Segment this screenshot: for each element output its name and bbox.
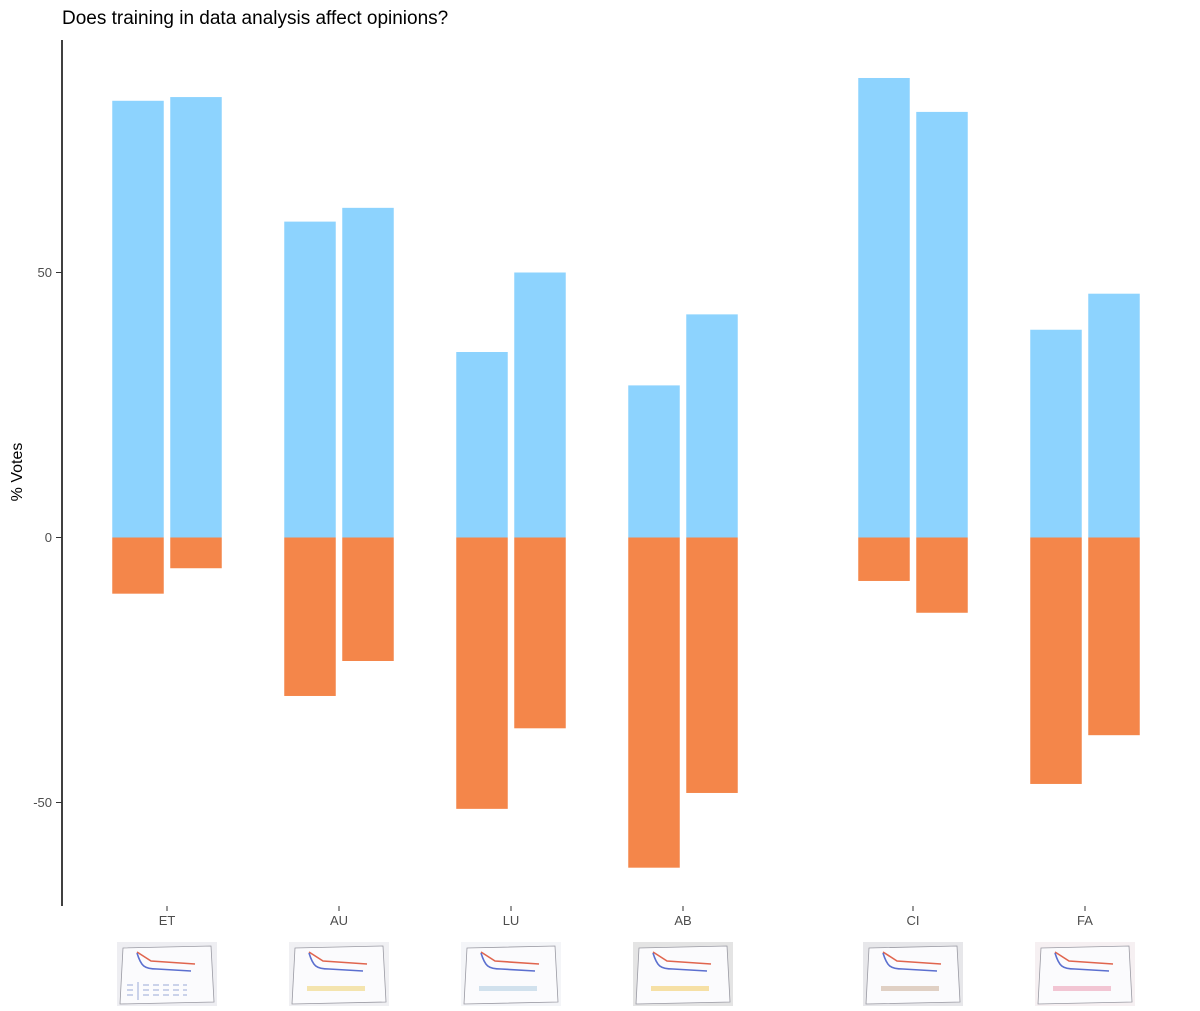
thumbnail-highlight xyxy=(881,986,939,991)
thumbnail-red-line xyxy=(136,951,196,965)
bar-au-s1 xyxy=(284,221,336,538)
y-ticks-layer: -50 0 50 xyxy=(33,265,62,810)
y-tick-label: -50 xyxy=(33,795,52,810)
y-tick-label: 0 xyxy=(45,530,52,545)
bar-et-s3 xyxy=(112,537,164,594)
bar-fa-s4 xyxy=(1088,537,1140,736)
thumbnail-highlight xyxy=(307,986,365,991)
thumbnail-fa xyxy=(1035,942,1135,1006)
thumbnail-red-line xyxy=(480,951,540,965)
thumbnail-blue-line xyxy=(136,952,192,972)
x-tick-label: CI xyxy=(907,913,920,928)
bar-ab-s3 xyxy=(628,537,680,868)
bar-lu-s4 xyxy=(514,537,566,729)
thumbnail-red-line xyxy=(652,951,712,965)
bar-lu-s2 xyxy=(514,272,566,538)
bar-ci-s4 xyxy=(916,537,968,613)
thumbnail-highlight xyxy=(651,986,709,991)
thumbnail-paper xyxy=(463,945,559,1005)
bar-et-s4 xyxy=(170,537,222,569)
thumbnail-red-line xyxy=(308,951,368,965)
chart-title: Does training in data analysis affect op… xyxy=(62,8,448,29)
x-tick-label: LU xyxy=(503,913,520,928)
thumbnail-blue-line xyxy=(652,952,708,972)
thumbnail-paper xyxy=(1037,945,1133,1005)
thumbnail-lu xyxy=(461,942,561,1006)
bar-au-s3 xyxy=(284,537,336,696)
bar-fa-s2 xyxy=(1088,293,1140,538)
x-tick-label: FA xyxy=(1077,913,1093,928)
x-tick-label: AU xyxy=(330,913,348,928)
thumbnail-paper xyxy=(635,945,731,1005)
thumbnail-blue-line xyxy=(882,952,938,972)
bar-lu-s1 xyxy=(456,352,508,538)
bar-ab-s4 xyxy=(686,537,738,793)
bar-et-s2 xyxy=(170,97,222,538)
thumbnail-paper xyxy=(865,945,961,1005)
bar-ci-s3 xyxy=(858,537,910,581)
thumbnail-red-line xyxy=(882,951,942,965)
thumbnail-highlight xyxy=(479,986,537,991)
bar-ci-s1 xyxy=(858,77,910,538)
x-tick-label: AB xyxy=(674,913,691,928)
bar-ab-s1 xyxy=(628,385,680,538)
thumbnail-et xyxy=(117,942,217,1006)
thumbnail-au xyxy=(289,942,389,1006)
y-tick-label: 50 xyxy=(38,265,52,280)
thumbnail-blue-line xyxy=(480,952,536,972)
bar-fa-s3 xyxy=(1030,537,1082,784)
x-tick-label: ET xyxy=(159,913,176,928)
bar-fa-s1 xyxy=(1030,329,1082,538)
thumbnail-blue-line xyxy=(1054,952,1110,972)
thumbnail-blue-line xyxy=(308,952,364,972)
bar-au-s4 xyxy=(342,537,394,661)
thumbnail-ci xyxy=(863,942,963,1006)
thumbnail-highlight xyxy=(1053,986,1111,991)
bar-ab-s2 xyxy=(686,314,738,538)
thumbnail-ab xyxy=(633,942,733,1006)
bar-au-s2 xyxy=(342,207,394,538)
x-ticks-layer: ET AU LU AB CI FA xyxy=(159,906,1093,928)
bar-et-s1 xyxy=(112,100,164,538)
bar-lu-s3 xyxy=(456,537,508,809)
thumbnail-red-line xyxy=(1054,951,1114,965)
y-axis-label: % Votes xyxy=(9,443,26,502)
bars-layer xyxy=(112,77,1140,868)
bar-ci-s2 xyxy=(916,111,968,538)
thumbnails-layer xyxy=(117,942,1135,1006)
thumbnail-paper xyxy=(291,945,387,1005)
